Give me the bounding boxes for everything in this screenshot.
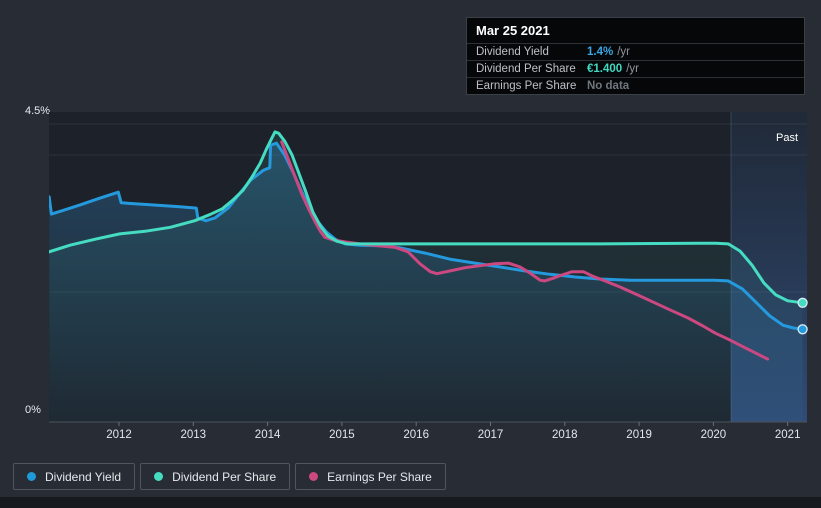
end-dot bbox=[797, 297, 808, 308]
tooltip-value: 1.4% bbox=[587, 46, 614, 58]
x-axis-label: 2015 bbox=[329, 429, 355, 441]
chart-tooltip: Mar 25 2021 Dividend Yield 1.4% /yr Divi… bbox=[466, 17, 805, 95]
past-label: Past bbox=[776, 132, 798, 144]
y-axis-label-bottom: 0% bbox=[25, 404, 41, 416]
x-axis-label: 2019 bbox=[626, 429, 652, 441]
tooltip-label: Earnings Per Share bbox=[476, 80, 577, 92]
dividend-history-plot[interactable]: 2012 2013 2014 2015 2016 2017 2018 2019 2020 2021… bbox=[49, 112, 811, 444]
x-axis-label: 2021 bbox=[775, 429, 801, 441]
legend-label: Dividend Yield bbox=[45, 469, 122, 484]
chart-legend: Dividend Yield Dividend Per Share Earnin… bbox=[13, 463, 446, 490]
y-axis-label-top: 4.5% bbox=[25, 105, 51, 117]
tooltip-suffix: /yr bbox=[617, 46, 630, 58]
bottom-strip bbox=[0, 497, 821, 508]
line-earnings-per-share bbox=[280, 140, 770, 361]
tooltip-label: Dividend Yield bbox=[476, 46, 549, 58]
tooltip-row-earnings-per-share: Earnings Per Share No data bbox=[467, 77, 804, 94]
x-axis-label: 2013 bbox=[181, 429, 207, 441]
tooltip-date: Mar 25 2021 bbox=[476, 23, 550, 38]
tooltip-row-dividend-per-share: Dividend Per Share €1.400 /yr bbox=[467, 60, 804, 77]
x-axis-label: 2017 bbox=[478, 429, 504, 441]
tooltip-value: €1.400 bbox=[587, 63, 623, 75]
x-axis-label: 2014 bbox=[255, 429, 281, 441]
x-axis-label: 2018 bbox=[552, 429, 578, 441]
tooltip-row-dividend-yield: Dividend Yield 1.4% /yr bbox=[467, 43, 804, 60]
legend-item-earnings-per-share[interactable]: Earnings Per Share bbox=[295, 463, 446, 490]
legend-dot-icon bbox=[154, 472, 164, 481]
legend-label: Dividend Per Share bbox=[172, 469, 277, 484]
tooltip-label: Dividend Per Share bbox=[476, 63, 576, 75]
legend-item-dividend-yield[interactable]: Dividend Yield bbox=[13, 463, 136, 490]
tooltip-value: No data bbox=[587, 80, 630, 92]
legend-label: Earnings Per Share bbox=[327, 469, 432, 484]
legend-dot-icon bbox=[309, 472, 319, 481]
tooltip-suffix: /yr bbox=[626, 63, 639, 75]
x-axis-label: 2020 bbox=[701, 429, 727, 441]
legend-dot-icon bbox=[27, 472, 36, 481]
area-dividend-per-share bbox=[49, 131, 803, 422]
end-dot bbox=[797, 324, 808, 335]
legend-item-dividend-per-share[interactable]: Dividend Per Share bbox=[140, 463, 291, 490]
x-axis-label: 2016 bbox=[403, 429, 429, 441]
line-dividend-per-share bbox=[49, 130, 805, 305]
x-axis-label: 2012 bbox=[106, 429, 132, 441]
